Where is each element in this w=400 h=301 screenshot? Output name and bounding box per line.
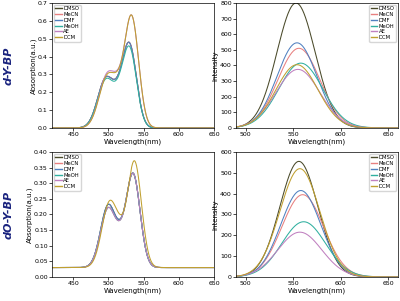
- Legend: DMSO, MeCN, DMF, MeOH, AE, DCM: DMSO, MeCN, DMF, MeOH, AE, DCM: [54, 154, 80, 191]
- Legend: DMSO, MeCN, DMF, MeOH, AE, DCM: DMSO, MeCN, DMF, MeOH, AE, DCM: [370, 5, 396, 42]
- Y-axis label: Absorption(a.u.): Absorption(a.u.): [30, 37, 36, 94]
- X-axis label: Wavelength(nm): Wavelength(nm): [288, 138, 346, 145]
- X-axis label: Wavelength(nm): Wavelength(nm): [104, 138, 162, 145]
- Text: dO-Y-BP: dO-Y-BP: [4, 191, 14, 238]
- Legend: DMSO, MeCN, DMF, MeOH, AE, DCM: DMSO, MeCN, DMF, MeOH, AE, DCM: [54, 5, 80, 42]
- Y-axis label: Intensity: Intensity: [213, 199, 219, 230]
- X-axis label: Wavelength(nm): Wavelength(nm): [104, 287, 162, 294]
- Y-axis label: Intensity: Intensity: [213, 50, 219, 81]
- Legend: DMSO, MeCN, DMF, MeOH, AE, DCM: DMSO, MeCN, DMF, MeOH, AE, DCM: [370, 154, 396, 191]
- Y-axis label: Absorption(a.u.): Absorption(a.u.): [26, 186, 33, 243]
- X-axis label: Wavelength(nm): Wavelength(nm): [288, 287, 346, 294]
- Text: d-Y-BP: d-Y-BP: [4, 46, 14, 85]
